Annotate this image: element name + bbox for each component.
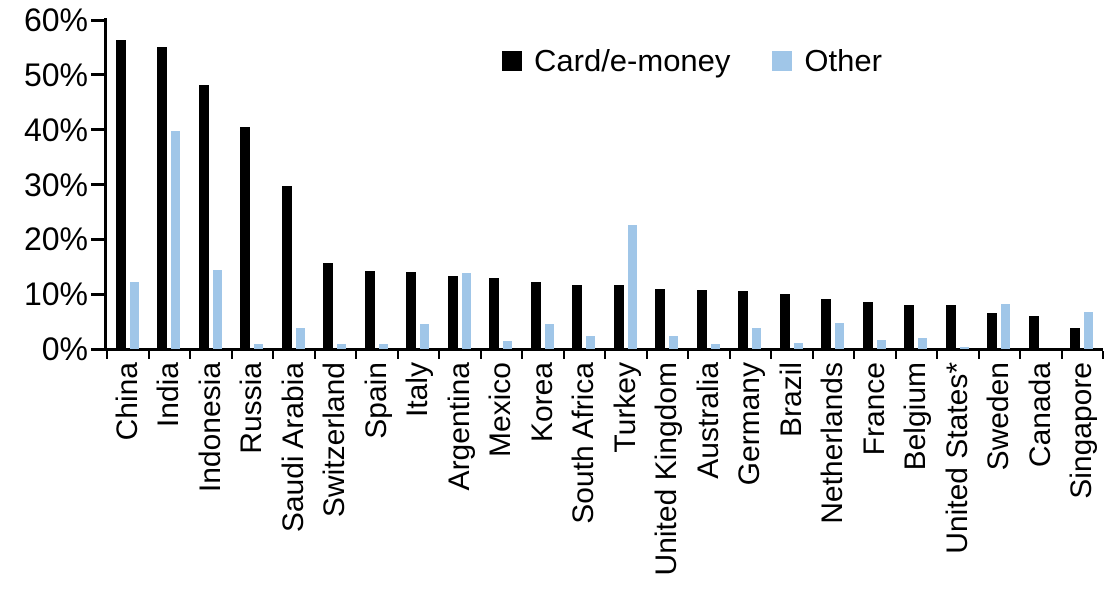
legend-swatch-other [772, 51, 793, 71]
bar-other [835, 323, 845, 349]
y-axis-label: 20% [23, 221, 88, 258]
legend-label-other: Other [804, 43, 882, 78]
bar-card-e-money [1070, 327, 1081, 349]
x-axis-tick [977, 351, 980, 359]
bar-card-e-money [1028, 315, 1039, 349]
bar-other [254, 343, 264, 349]
x-axis-tick [811, 351, 814, 359]
bar-card-e-money [364, 271, 375, 349]
y-axis-tick [91, 292, 104, 296]
bar-other [1084, 312, 1094, 349]
bar-other [669, 336, 679, 349]
bar-other [793, 342, 803, 349]
y-axis-label: 10% [23, 276, 88, 313]
x-axis-tick [272, 351, 274, 359]
bar-card-e-money [779, 294, 790, 349]
bar-other [503, 341, 513, 349]
y-axis-label: 60% [23, 2, 88, 38]
y-axis-label: 50% [23, 56, 88, 93]
bar-card-e-money [281, 185, 292, 349]
y-axis-tick [91, 237, 104, 241]
x-axis-tick [230, 351, 233, 359]
x-axis-tick [479, 351, 482, 359]
bar-other [461, 273, 471, 349]
x-axis-tick [770, 351, 772, 359]
bar-card-e-money [821, 298, 832, 349]
bar-card-e-money [945, 305, 956, 349]
x-axis-tick [189, 351, 191, 359]
bar-card-e-money [115, 40, 126, 349]
bar-card-e-money [987, 312, 998, 349]
x-axis-label: Singapore [1065, 362, 1099, 499]
bar-other [1001, 304, 1011, 349]
bar-card-e-money [655, 289, 666, 349]
bar-other [295, 327, 305, 349]
x-axis-tick [936, 351, 938, 359]
bar-other [627, 225, 637, 349]
y-axis-label: 0% [41, 331, 88, 367]
bar-card-e-money [738, 290, 749, 349]
x-axis-tick [853, 351, 855, 359]
bar-other [710, 343, 720, 349]
y-axis-line [104, 18, 107, 349]
bar-card-e-money [489, 277, 500, 349]
x-axis-tick [1102, 351, 1104, 359]
bar-card-e-money [447, 275, 458, 349]
x-axis-tick [728, 351, 731, 359]
x-axis-tick [521, 351, 523, 359]
bar-other [876, 340, 886, 349]
x-axis-tick [355, 351, 357, 359]
bar-other [378, 344, 388, 349]
legend: Card/e-money Other [502, 44, 882, 78]
bar-other [212, 269, 222, 349]
legend-label-card-e-money: Card/e-money [534, 43, 731, 78]
y-axis-label: 40% [23, 111, 88, 148]
bar-other [959, 346, 969, 349]
x-axis-tick [562, 351, 565, 359]
y-axis-tick [91, 128, 104, 132]
x-axis-tick [687, 351, 689, 359]
bar-card-e-money [530, 282, 541, 349]
bar-other [129, 281, 139, 349]
bar-other [420, 324, 430, 349]
bar-other [586, 336, 596, 349]
bar-card-e-money [157, 47, 168, 349]
plot-area [107, 20, 1103, 349]
y-axis-label: 30% [23, 166, 88, 203]
x-axis-tick [1060, 351, 1063, 359]
bar-card-e-money [572, 284, 583, 349]
bar-card-e-money [198, 84, 209, 349]
x-axis-tick [1019, 351, 1021, 359]
bar-card-e-money [406, 272, 417, 349]
bar-card-e-money [323, 263, 334, 349]
x-axis-tick [894, 351, 897, 359]
bar-other [171, 131, 181, 349]
bar-other [544, 323, 554, 349]
x-axis-tick [604, 351, 606, 359]
bar-other [918, 338, 928, 349]
x-axis-tick [396, 351, 399, 359]
x-axis-tick [313, 351, 316, 359]
x-axis-tick [106, 351, 108, 359]
bar-other [752, 327, 762, 349]
bar-other [337, 344, 347, 349]
bar-card-e-money [613, 285, 624, 349]
legend-item-card-e-money: Card/e-money [502, 44, 730, 78]
y-axis-tick [91, 73, 104, 77]
y-axis-tick [91, 183, 104, 186]
bar-card-e-money [696, 289, 707, 349]
x-axis-line [91, 348, 1103, 351]
x-axis-tick [147, 351, 150, 359]
bar-card-e-money [862, 301, 873, 349]
x-axis-tick [645, 351, 648, 359]
y-axis-tick [91, 18, 104, 22]
bar-card-e-money [240, 127, 251, 349]
legend-item-other: Other [772, 44, 882, 78]
x-axis-tick [438, 351, 440, 359]
bar-card-e-money [904, 304, 915, 349]
legend-swatch-card-e-money [502, 51, 522, 71]
